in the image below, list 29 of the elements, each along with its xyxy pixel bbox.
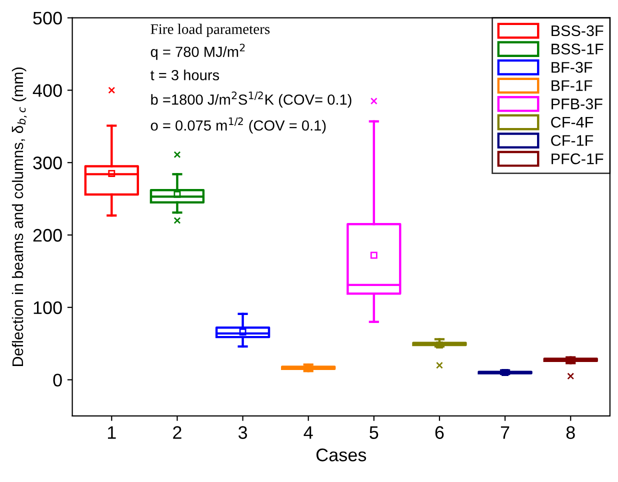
y-tick-label: 100	[34, 301, 62, 314]
annotation: b =1800 J/m$^{2}$S$^{1/2}$K (COV= 0.1)	[151, 91, 352, 108]
legend-label: PFB-3F	[552, 98, 602, 110]
y-tick-label: 300	[33, 156, 62, 170]
x-tick-label: 2	[173, 426, 182, 439]
x-tick-label: 8	[566, 426, 575, 439]
x-tick-label: 6	[435, 426, 444, 439]
legend-label: PFC-1F	[552, 153, 604, 164]
y-tick-label: 400	[32, 84, 62, 97]
x-tick-label: 5	[370, 426, 378, 439]
annotation: Fire load parameters	[150, 24, 270, 38]
y-tick-label: 200	[33, 228, 62, 242]
y-axis-title: Deflection in beams and columns, δ$_{b,c}$ (mm)	[12, 68, 27, 366]
x-tick-label: 7	[500, 426, 510, 439]
annotation: o = 0.075 m$^{1/2}$ (COV = 0.1)	[150, 117, 326, 134]
annotation: t = 3 hours	[150, 70, 220, 80]
legend-label: CF-1F	[551, 135, 594, 146]
x-axis-title: Cases	[316, 448, 366, 462]
y-tick-label: 0	[53, 374, 62, 386]
legend-label: BSS-1F	[552, 44, 604, 54]
legend-label: BF-1F	[552, 80, 592, 91]
x-tick-label: 1	[108, 426, 116, 439]
x-tick-label: 4	[304, 426, 313, 439]
annotation: q = 780 MJ/m$^{2}$	[150, 44, 245, 60]
legend-label: BSS-3F	[552, 25, 604, 36]
y-tick-label: 500	[33, 12, 62, 25]
x-tick-label: 3	[238, 426, 248, 439]
legend-label: BF-3F	[552, 62, 592, 73]
legend-label: CF-4F	[551, 116, 594, 128]
